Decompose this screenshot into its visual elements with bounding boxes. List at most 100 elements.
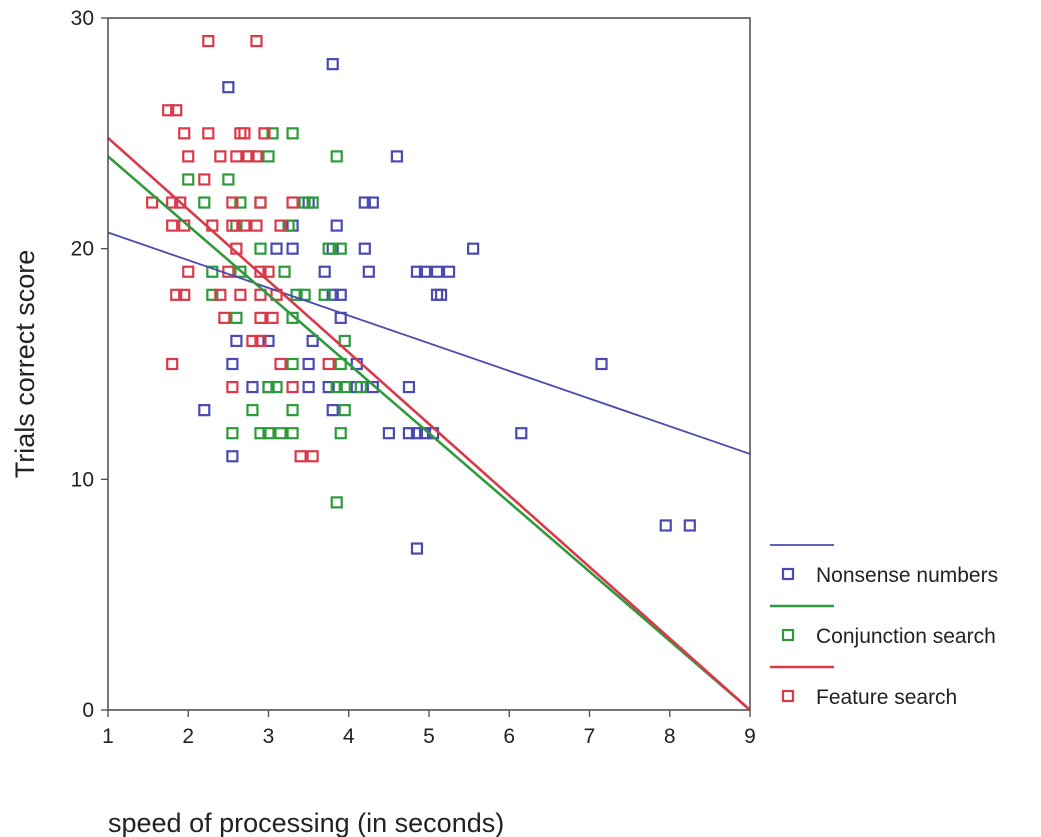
data-point-s2-19 (254, 196, 267, 209)
x-tick-label-0: 1 (102, 725, 114, 748)
data-point-s0-46 (226, 450, 239, 463)
data-point-s2-46 (322, 357, 335, 371)
data-point-s2-20 (286, 196, 299, 209)
y-axis-title: Trials correct score (10, 250, 40, 479)
data-point-s2-37 (254, 288, 267, 301)
legend-marker-s2 (781, 689, 795, 703)
fit-line-s1 (107, 155, 751, 711)
data-point-s2-0 (202, 34, 215, 48)
data-point-s2-27 (274, 219, 287, 232)
data-point-s2-40 (254, 311, 267, 324)
data-point-s1-43 (330, 496, 343, 509)
data-point-s2-16 (166, 196, 179, 209)
data-point-s0-20 (334, 288, 347, 301)
data-point-s1-26 (338, 334, 351, 348)
data-point-s2-24 (226, 219, 239, 232)
legend-label-s2: Feature search (816, 686, 957, 709)
data-point-s1-25 (286, 311, 299, 324)
data-point-s2-10 (214, 150, 227, 163)
data-point-s1-11 (306, 196, 319, 209)
data-point-s2-34 (178, 288, 191, 301)
data-point-s0-34 (322, 380, 335, 394)
data-point-s1-15 (322, 242, 335, 255)
data-point-s1-37 (226, 427, 239, 440)
data-point-s0-2 (390, 150, 403, 163)
data-point-s1-35 (286, 404, 299, 417)
data-point-s2-32 (262, 265, 275, 278)
data-point-s1-30 (270, 380, 283, 394)
legend-label-s0: Nonsense numbers (816, 564, 998, 587)
data-point-s2-12 (242, 150, 255, 163)
data-point-s0-48 (683, 519, 696, 532)
data-point-s1-24 (230, 311, 243, 324)
data-point-s1-38 (254, 427, 267, 440)
data-point-s0-12 (467, 242, 480, 255)
data-point-s1-16 (334, 242, 347, 255)
data-point-s0-30 (595, 357, 608, 371)
data-point-s1-27 (286, 357, 299, 371)
data-point-s0-17 (430, 265, 444, 278)
data-point-s2-1 (250, 34, 263, 48)
data-point-s1-29 (262, 380, 275, 394)
data-point-s2-36 (234, 288, 247, 301)
data-point-s1-13 (282, 219, 295, 232)
data-point-s1-14 (254, 242, 267, 255)
data-point-s1-28 (334, 357, 347, 371)
data-point-s0-4 (366, 196, 379, 209)
x-tick-label-7: 8 (664, 725, 676, 748)
x-tick-label-4: 5 (423, 725, 435, 748)
data-point-s0-42 (410, 427, 424, 440)
data-point-s2-8 (258, 127, 271, 140)
data-point-s0-19 (326, 288, 339, 301)
data-point-s2-33 (170, 288, 183, 301)
x-tick-label-1: 2 (182, 725, 194, 748)
data-point-s2-42 (246, 334, 259, 348)
data-point-s1-20 (206, 288, 219, 301)
data-point-s2-25 (238, 219, 251, 232)
x-axis-title: speed of processing (in seconds) (108, 808, 504, 837)
data-point-s2-39 (218, 311, 231, 324)
y-tick-label-3: 30 (71, 7, 94, 30)
data-point-s0-14 (362, 265, 375, 278)
x-tick-label-8: 9 (744, 725, 756, 748)
data-point-s0-45 (515, 427, 528, 440)
data-point-s2-43 (254, 334, 267, 348)
data-point-s1-8 (234, 196, 247, 209)
fit-line-s2 (107, 136, 751, 711)
data-point-s1-34 (246, 404, 259, 417)
data-point-s1-0 (266, 127, 279, 140)
data-point-s1-18 (234, 265, 247, 278)
y-tick-label-2: 20 (71, 238, 94, 261)
data-point-s0-41 (402, 427, 416, 440)
data-point-s2-29 (182, 265, 195, 278)
data-point-s0-27 (226, 357, 239, 371)
x-tick-label-5: 6 (503, 725, 515, 748)
data-point-s1-32 (338, 380, 351, 394)
data-point-s0-33 (302, 380, 315, 394)
data-point-s2-2 (162, 104, 175, 117)
data-point-s0-1 (222, 81, 235, 94)
data-point-s1-10 (298, 196, 311, 209)
legend: Nonsense numbers Conjunction search Featur… (770, 544, 998, 709)
data-point-s0-28 (302, 357, 315, 371)
data-point-s0-26 (306, 334, 319, 348)
data-point-s0-9 (286, 242, 299, 255)
plot-area (107, 34, 751, 711)
data-point-s0-13 (318, 265, 331, 278)
data-point-s2-11 (230, 150, 243, 163)
plot-frame (107, 17, 751, 711)
data-point-s0-22 (434, 288, 448, 301)
x-tick-label-6: 7 (584, 725, 596, 748)
y-tick-label-0: 0 (82, 699, 94, 722)
data-point-s0-16 (418, 265, 432, 278)
data-point-s2-50 (306, 450, 319, 463)
data-point-s1-6 (222, 173, 235, 186)
data-point-s2-47 (226, 380, 239, 394)
data-point-s2-15 (146, 196, 159, 209)
data-point-s0-38 (198, 404, 211, 417)
data-point-s0-47 (659, 519, 672, 532)
data-point-s2-49 (294, 450, 307, 463)
data-point-s2-26 (250, 219, 263, 232)
data-point-s0-11 (358, 242, 371, 255)
